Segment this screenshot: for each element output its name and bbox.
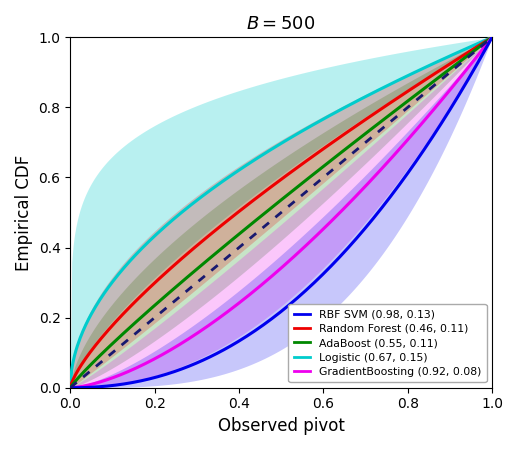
X-axis label: Observed pivot: Observed pivot <box>218 417 344 435</box>
Y-axis label: Empirical CDF: Empirical CDF <box>15 154 33 270</box>
Title: $B = 500$: $B = 500$ <box>247 15 316 33</box>
Legend: RBF SVM (0.98, 0.13), Random Forest (0.46, 0.11), AdaBoost (0.55, 0.11), Logisti: RBF SVM (0.98, 0.13), Random Forest (0.4… <box>289 304 486 382</box>
